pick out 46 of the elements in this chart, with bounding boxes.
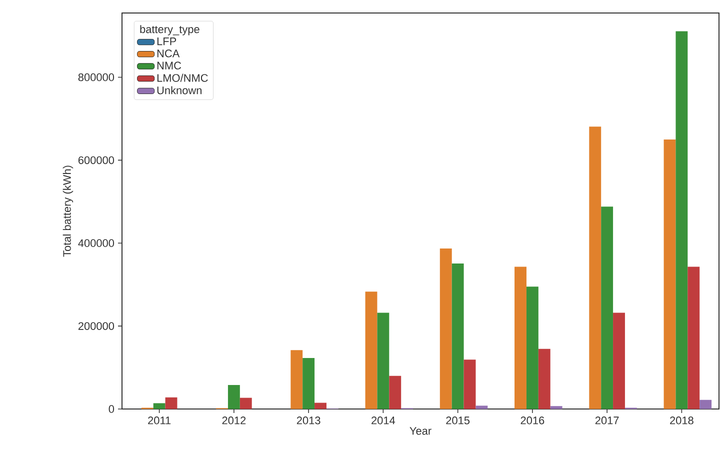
bar [514,266,526,409]
y-tick-label: 600000 [78,156,114,164]
bar [365,292,378,409]
bar [290,350,303,409]
bar [377,312,390,409]
y-tick-label: 800000 [78,73,114,82]
x-tick-label: 2013 [296,416,320,424]
legend-label: NCA [157,50,180,58]
bar [526,286,538,409]
y-tick-label: 200000 [78,322,114,330]
legend-label: NMC [157,62,182,70]
bar [302,358,315,409]
bar [464,360,476,409]
bar [676,31,688,409]
bar [589,126,602,409]
bar [314,402,326,409]
bar [228,384,240,409]
x-tick-label: 2011 [148,416,171,424]
legend-label: LMO/NMC [157,74,208,82]
bar [538,348,550,409]
bar [240,398,252,409]
legend-label: Unknown [157,86,202,94]
y-tick-label: 0 [108,405,114,413]
x-tick-label: 2016 [520,416,544,424]
x-tick-label: 2017 [595,416,619,424]
bar [613,312,625,409]
bar [664,139,676,409]
bar [165,397,178,409]
bar [700,400,712,409]
y-axis-title: Total battery (kWh) [62,166,74,257]
legend-title: battery_type [140,25,200,36]
bar [550,406,562,409]
bar [476,406,488,409]
bar [389,376,402,409]
bar [452,263,464,409]
x-tick-label: 2014 [372,416,396,424]
x-axis-title: Year [410,427,432,435]
x-tick-label: 2018 [670,416,694,424]
legend-label: LFP [157,38,176,46]
x-tick-label: 2015 [446,416,470,424]
bar [601,206,614,409]
bar [153,403,166,409]
bar [688,266,700,409]
bar [440,248,452,409]
y-tick-label: 400000 [78,239,114,248]
x-tick-label: 2012 [222,416,246,424]
